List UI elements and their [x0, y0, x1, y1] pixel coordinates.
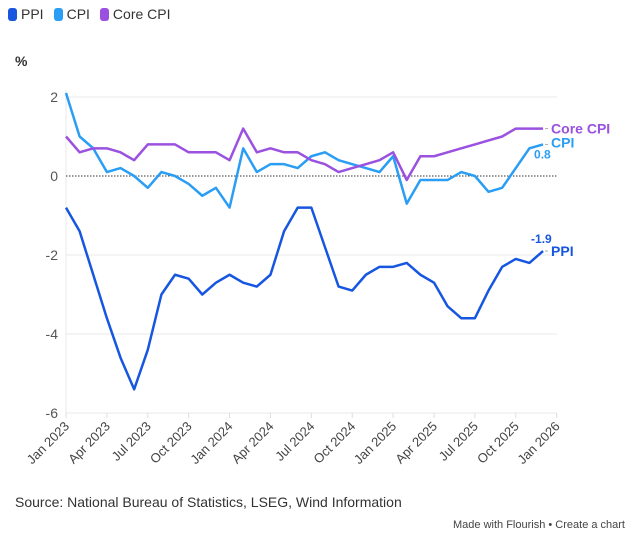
- y-tick-label: -4: [46, 326, 59, 342]
- series-value-label: 0.8: [534, 147, 551, 161]
- legend-label: Core CPI: [112, 6, 171, 22]
- x-tick-label: Jan 2023: [24, 419, 72, 467]
- x-tick-label: Apr 2025: [392, 419, 440, 467]
- legend-swatch: [99, 7, 109, 21]
- y-tick-label: -6: [46, 405, 59, 421]
- legend-label: CPI: [66, 6, 90, 22]
- series-line-core-cpi: [65, 127, 544, 182]
- x-tick-label: Jan 2025: [351, 419, 399, 467]
- x-tick-label: Oct 2025: [474, 419, 522, 467]
- source-note: Source: National Bureau of Statistics, L…: [15, 494, 402, 510]
- series-end-label: CPI: [551, 134, 574, 150]
- x-tick-label: Jan 2024: [187, 419, 235, 467]
- x-tick-label: Oct 2024: [310, 419, 358, 467]
- legend-item-core-cpi[interactable]: Core CPI: [99, 6, 171, 22]
- x-tick-label: Apr 2023: [65, 419, 113, 467]
- legend-swatch: [53, 7, 63, 21]
- series-value-label: -1.9: [531, 232, 552, 246]
- series-line-cpi: [64, 92, 544, 209]
- x-tick-label: Apr 2024: [229, 419, 277, 467]
- y-tick-label: 0: [50, 168, 58, 184]
- y-tick-label: 2: [50, 89, 58, 105]
- legend-label: PPI: [21, 6, 44, 22]
- legend-item-ppi[interactable]: PPI: [8, 6, 44, 22]
- y-axis-label: %: [15, 53, 28, 69]
- series-line-ppi: [64, 206, 544, 391]
- series-end-label: Core CPI: [551, 121, 610, 137]
- legend-swatch: [8, 7, 17, 21]
- x-tick-label: Jan 2026: [514, 419, 562, 467]
- legend-item-cpi[interactable]: CPI: [53, 6, 90, 22]
- x-tick-label: Oct 2023: [147, 419, 195, 467]
- series-end-label: PPI: [551, 243, 574, 259]
- y-tick-label: -2: [46, 247, 59, 263]
- flourish-credit[interactable]: Made with Flourish • Create a chart: [453, 519, 625, 531]
- legend: PPI CPI Core CPI: [8, 6, 171, 22]
